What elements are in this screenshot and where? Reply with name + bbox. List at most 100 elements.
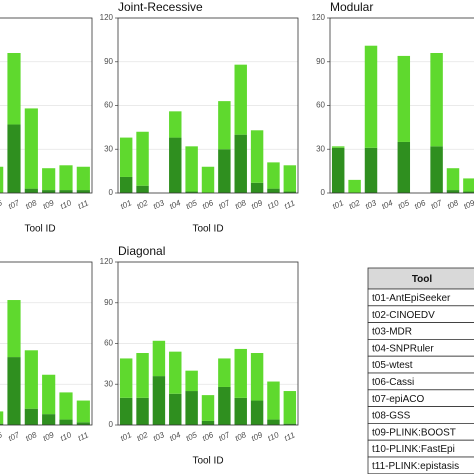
x-tick-label: t07 (7, 198, 21, 211)
table-cell: t03-MDR (372, 327, 412, 338)
bar-segment (24, 108, 38, 189)
bar-segment (76, 166, 90, 191)
table-cell: t01-AntEpiSeeker (372, 293, 451, 304)
bar-segment (430, 53, 443, 147)
bar-segment (119, 137, 133, 177)
bar-segment (7, 300, 21, 358)
bar-segment (169, 351, 182, 394)
table-cell: t06-Cassi (372, 377, 414, 388)
table-cell: t02-CINOEDV (372, 310, 435, 321)
bar-segment (364, 45, 378, 148)
bar-segment (446, 168, 460, 191)
table-cell: t04-SNPRuler (372, 343, 434, 354)
bar-segment (76, 400, 90, 423)
bar-segment (446, 190, 460, 193)
bar-segment (218, 101, 231, 150)
x-tick-label: t07 (217, 198, 231, 211)
y-tick-label: 120 (312, 13, 326, 22)
bar-segment (42, 374, 56, 415)
x-tick-label: t05 (185, 198, 199, 211)
x-tick-label: t06 (0, 198, 4, 211)
bar-segment (218, 386, 231, 425)
bar-segment (169, 393, 182, 425)
y-tick-label: 120 (100, 13, 114, 22)
y-tick-label: 30 (104, 144, 113, 153)
panel-title: Joint-Recessive (118, 0, 203, 14)
y-tick-label: 120 (100, 257, 114, 266)
x-tick-label: t02 (135, 430, 149, 443)
y-tick-label: 0 (109, 188, 114, 197)
bar-segment (136, 397, 149, 425)
bar-segment (283, 423, 297, 425)
bar-segment (250, 182, 264, 193)
bar-segment (234, 348, 247, 398)
table-header: Tool (412, 274, 433, 285)
x-tick-label: t02 (347, 198, 361, 211)
table-cell: t05-wtest (372, 360, 413, 371)
bar-segment (331, 147, 345, 193)
bar-segment (152, 340, 166, 377)
bar-segment (59, 419, 73, 425)
x-tick-label: t03 (152, 430, 166, 443)
x-tick-label: t09 (462, 198, 474, 211)
bar-segment (136, 131, 149, 186)
bar-segment (267, 419, 280, 425)
y-tick-label: 90 (316, 57, 325, 66)
bar-segment (0, 423, 4, 425)
bar-segment (218, 358, 231, 387)
y-tick-label: 30 (104, 379, 113, 388)
y-tick-label: 30 (316, 144, 325, 153)
bar-segment (152, 376, 166, 425)
x-tick-label: t10 (59, 430, 73, 443)
bar-segment (201, 166, 215, 193)
x-tick-label: t01 (119, 430, 133, 443)
x-tick-label: t11 (76, 430, 89, 443)
x-tick-label: t08 (24, 430, 38, 443)
bar-segment (218, 149, 231, 193)
bar-segment (234, 134, 247, 193)
y-tick-label: 0 (109, 420, 114, 429)
y-tick-label: 90 (104, 298, 113, 307)
y-tick-label: 60 (316, 101, 325, 110)
bar-segment (185, 191, 198, 193)
bar-segment (119, 176, 133, 193)
bar-segment (42, 414, 56, 425)
x-tick-label: t01 (331, 198, 345, 211)
bar-segment (348, 179, 361, 193)
bar-segment (24, 188, 38, 193)
x-tick-label: t07 (217, 430, 231, 443)
bar-segment (0, 411, 4, 424)
bar-segment (76, 190, 90, 193)
x-tick-label: t08 (234, 430, 248, 443)
x-tick-label: t03 (364, 198, 378, 211)
x-tick-label: t08 (234, 198, 248, 211)
x-tick-label: t04 (168, 198, 182, 211)
panel-border (329, 17, 474, 194)
y-tick-label: 60 (104, 339, 113, 348)
table-cell: t10-PLINK:FastEpi (372, 444, 455, 455)
bar-segment (59, 392, 73, 420)
bar-segment (267, 162, 280, 189)
bar-segment (430, 146, 443, 193)
panel-border (117, 17, 299, 194)
bar-segment (7, 124, 21, 193)
x-tick-label: t02 (135, 198, 149, 211)
x-tick-label: t10 (266, 198, 280, 211)
x-tick-label: t11 (283, 198, 296, 211)
bar-segment (234, 397, 247, 425)
bar-segment (283, 165, 297, 192)
panel-title: Diagonal (118, 244, 165, 258)
x-tick-label: t01 (119, 198, 133, 211)
panel-border (117, 261, 299, 426)
bar-segment (136, 353, 149, 398)
bar-segment (76, 422, 90, 425)
panel-title: Modular (330, 0, 373, 14)
bar-segment (463, 191, 474, 193)
x-tick-label: t08 (446, 198, 460, 211)
bar-segment (267, 381, 280, 420)
x-axis-title: Tool ID (192, 456, 223, 467)
panel-border (0, 17, 93, 194)
bar-segment (185, 391, 198, 425)
x-tick-label: t08 (24, 198, 38, 211)
